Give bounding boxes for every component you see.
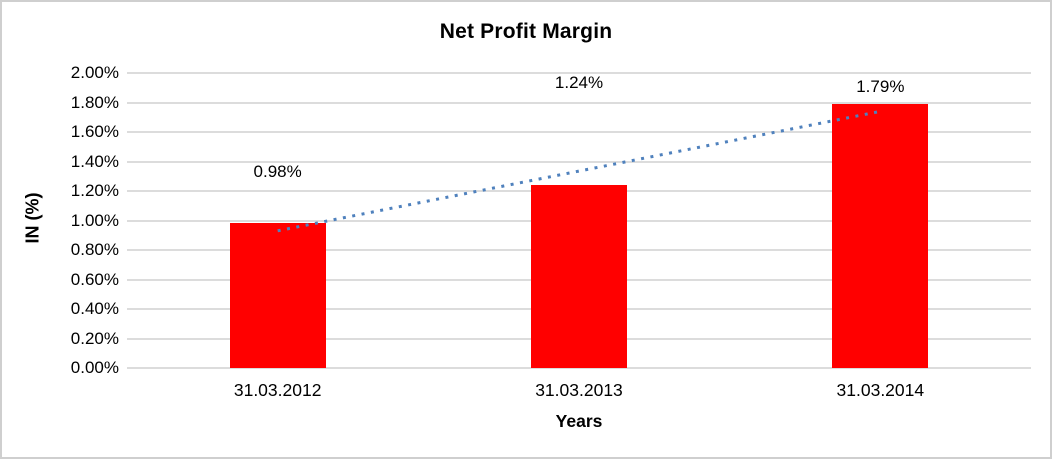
x-tick-label: 31.03.2012 bbox=[233, 380, 322, 400]
y-tick-label: 0.20% bbox=[70, 328, 119, 348]
chart-title: Net Profit Margin bbox=[439, 20, 613, 43]
y-tick-label: 1.60% bbox=[70, 122, 119, 141]
trendline bbox=[277, 109, 881, 233]
data-label: 1.79% bbox=[856, 77, 905, 96]
gridline bbox=[127, 367, 1031, 369]
y-tick-label: 1.40% bbox=[70, 151, 119, 171]
y-tick-label: 1.20% bbox=[70, 181, 119, 200]
x-axis-title: Years bbox=[555, 411, 603, 431]
gridline bbox=[127, 131, 1031, 133]
bar bbox=[229, 223, 326, 368]
y-tick-label: 0.40% bbox=[70, 299, 119, 318]
gridline bbox=[127, 72, 1031, 74]
bar bbox=[531, 185, 627, 368]
y-tick-label: 0.60% bbox=[70, 269, 119, 289]
y-tick-label: 1.00% bbox=[70, 210, 119, 230]
gridline bbox=[127, 101, 1031, 104]
x-tick-label: 31.03.2014 bbox=[836, 380, 925, 400]
y-tick-label: 0.80% bbox=[70, 240, 119, 259]
data-label: 0.98% bbox=[253, 162, 302, 181]
y-tick-label: 2.00% bbox=[70, 63, 119, 82]
data-label: 1.24% bbox=[554, 73, 604, 92]
x-tick-label: 31.03.2013 bbox=[535, 380, 623, 400]
gridline bbox=[127, 160, 1031, 163]
y-tick-label: 1.80% bbox=[70, 92, 119, 112]
bar bbox=[832, 103, 929, 368]
y-tick-label: 0.00% bbox=[70, 358, 119, 377]
plot-area bbox=[127, 72, 1031, 369]
